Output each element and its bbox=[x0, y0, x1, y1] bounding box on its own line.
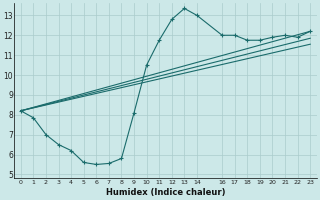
X-axis label: Humidex (Indice chaleur): Humidex (Indice chaleur) bbox=[106, 188, 225, 197]
